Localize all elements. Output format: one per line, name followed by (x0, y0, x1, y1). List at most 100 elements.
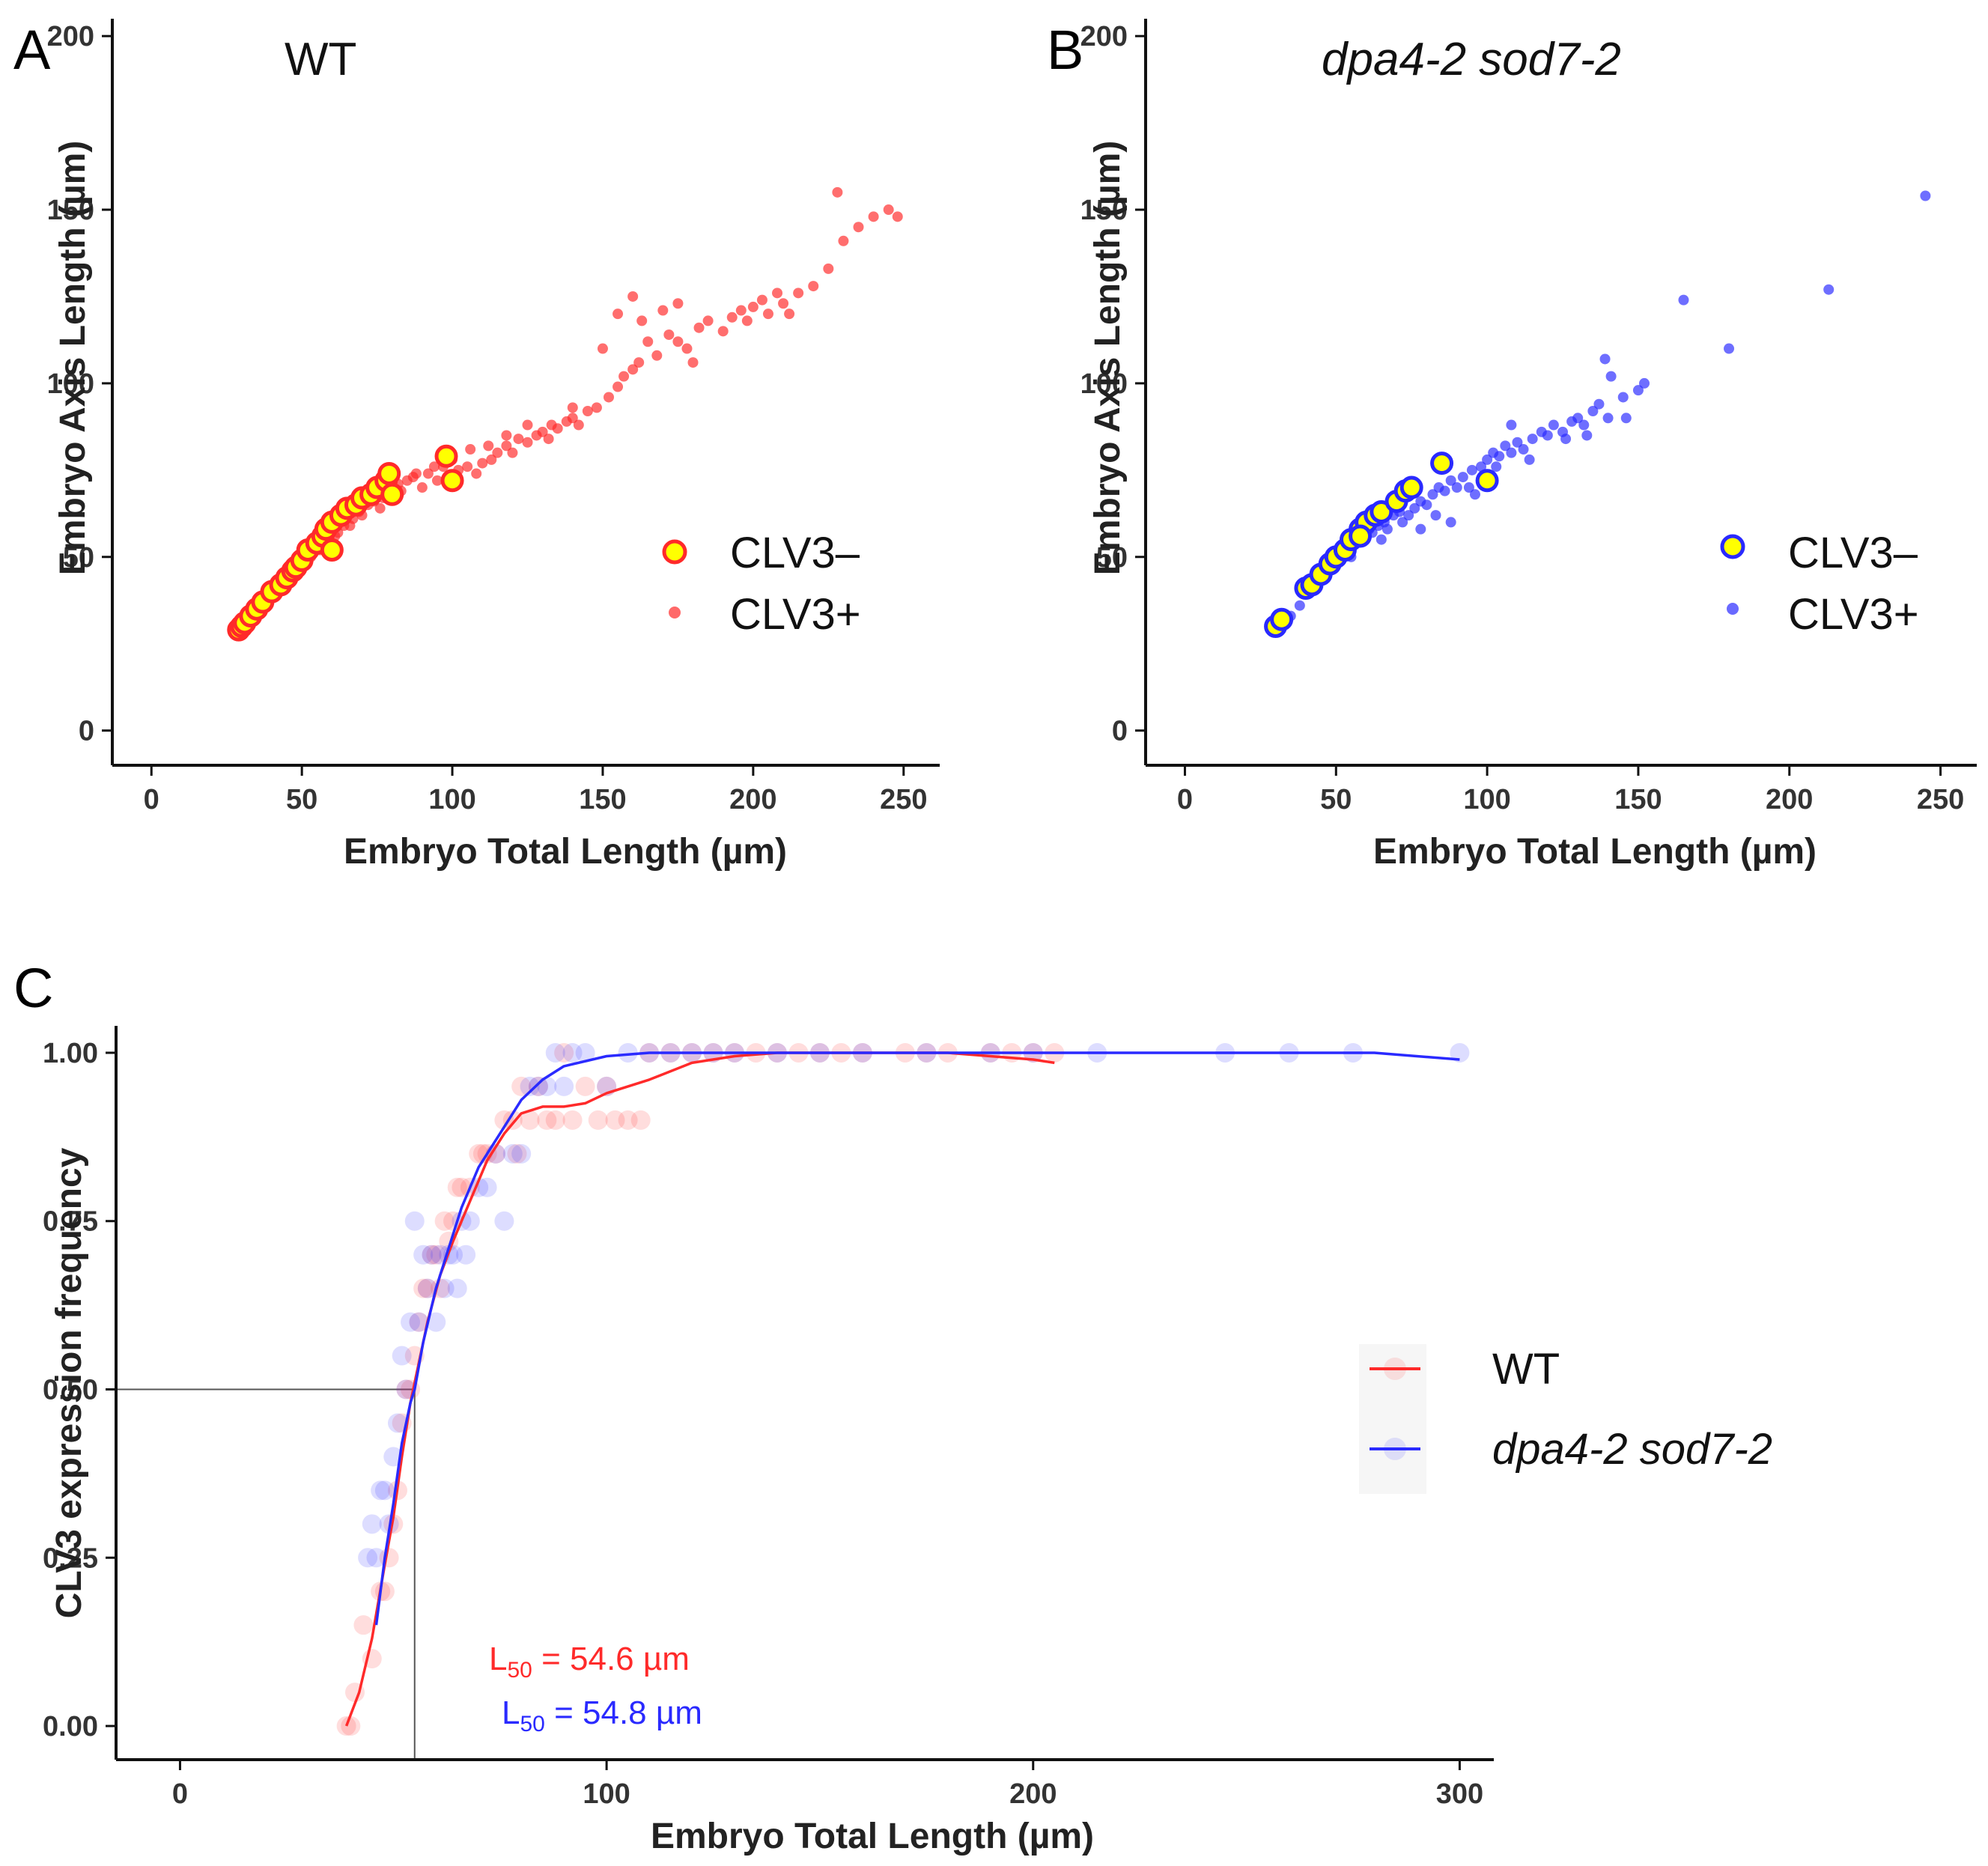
clv3-minus-point (1370, 499, 1393, 523)
clv3-plus-point (465, 444, 476, 455)
legend-wt-label: WT (1492, 1345, 1560, 1394)
mutant-fit-curve (374, 1051, 1460, 1626)
clv3-plus-point (537, 426, 548, 437)
clv3-plus-point (1506, 447, 1517, 458)
clv3-plus-point (1415, 523, 1426, 535)
wt-frequency-point (554, 1042, 574, 1063)
wt-fit-curve (344, 1051, 1055, 1727)
clv3-minus-point (1475, 469, 1499, 493)
clv3-plus-point (772, 288, 783, 299)
clv3-plus-point (1593, 398, 1605, 410)
panel-c: C 0 100 200 300 0.00 0.25 0.50 0.75 1.00 Embryo … (13, 957, 1772, 1856)
panel-a-x-tick-label: 0 (144, 784, 159, 815)
l50-wt-subscript: 50 (507, 1658, 532, 1683)
mutant-frequency-point (1450, 1042, 1470, 1063)
mutant-frequency-point (511, 1143, 532, 1164)
clv3-plus-point (627, 291, 639, 302)
clv3-plus-point (1920, 190, 1931, 201)
wt-frequency-point (520, 1110, 540, 1130)
panel-c-letter: C (13, 957, 53, 1019)
clv3-plus-point (627, 364, 639, 375)
clv3-plus-point (1430, 510, 1441, 521)
wt-frequency-point (417, 1278, 437, 1298)
clv3-plus-point (735, 305, 747, 316)
clv3-minus-point (380, 482, 404, 506)
clv3-plus-point (778, 298, 789, 309)
clv3-plus-point (591, 402, 602, 413)
clv3-plus-point (1381, 523, 1393, 535)
panel-b-title: dpa4-2 sod7-2 (1322, 34, 1621, 85)
clv3-minus-point (1349, 524, 1373, 548)
clv3-plus-point (1823, 284, 1835, 295)
clv3-plus-point (567, 402, 578, 413)
clv3-plus-point (726, 311, 738, 323)
panel-b-x-tick-label: 100 (1463, 784, 1510, 815)
panel-b-y-tick-label: 200 (1080, 21, 1128, 52)
clv3-plus-point (573, 419, 584, 431)
clv3-plus-point (1294, 600, 1305, 611)
panel-b-y-tick-label: 50 (1096, 542, 1128, 574)
l50-wt-value: = 54.6 µm (532, 1641, 690, 1677)
wt-frequency-point (494, 1110, 514, 1130)
clv3-plus-point (756, 294, 767, 306)
l50-wt-prefix: L (489, 1641, 507, 1677)
clv3-plus-point (642, 336, 654, 347)
clv3-plus-point (492, 447, 503, 458)
wt-frequency-point (630, 1110, 651, 1130)
clv3-plus-point (1524, 454, 1535, 465)
legend-clv3-plus-marker (669, 607, 681, 619)
l50-mutant-prefix: L (502, 1695, 520, 1731)
mutant-frequency-point (554, 1076, 574, 1096)
panel-b-plot-area: 0 50 100 150 200 250 0 50 100 150 200 (1080, 19, 1977, 815)
l50-wt-annotation: L50 = 54.6 µm (489, 1641, 690, 1683)
clv3-plus-point (431, 475, 443, 486)
clv3-plus-point (1494, 451, 1505, 462)
panel-a-x-tick-label: 200 (729, 784, 776, 815)
panel-c-x-tick-label: 300 (1436, 1778, 1483, 1810)
mutant-frequency-point (460, 1211, 480, 1231)
panel-b-y-tick-label: 0 (1112, 716, 1128, 747)
legend-clv3-minus-marker (662, 539, 687, 565)
panel-c-x-tick-label: 200 (1009, 1778, 1057, 1810)
clv3-plus-point (1500, 440, 1511, 452)
clv3-plus-point (1542, 430, 1553, 441)
panel-c-x-axis-title: Embryo Total Length (µm) (651, 1817, 1094, 1856)
panel-b-y-tick-label: 100 (1080, 368, 1128, 400)
clv3-plus-point (784, 309, 795, 320)
mutant-frequency-point (520, 1076, 540, 1096)
mutant-frequency-point (575, 1042, 595, 1063)
legend-mutant-label: dpa4-2 sod7-2 (1492, 1425, 1772, 1474)
clv3-plus-point (618, 371, 630, 382)
panel-b-x-tick-label: 200 (1766, 784, 1813, 815)
wt-frequency-point (341, 1716, 361, 1736)
clv3-plus-point (507, 447, 518, 458)
panel-c-x-tick-label: 100 (583, 1778, 630, 1810)
panel-a-x-tick-label: 100 (428, 784, 475, 815)
mutant-frequency-point (374, 1480, 395, 1501)
legend-clv3-plus-label: CLV3+ (1788, 590, 1919, 639)
mutant-frequency-point (358, 1548, 378, 1568)
panel-a-y-tick-label: 0 (79, 716, 94, 747)
panel-c-y-axis-title: CLV3 expression frequency (49, 1147, 89, 1618)
panel-b: B dpa4-2 sod7-2 0 50 100 150 200 250 0 50 100 150… (1047, 19, 1977, 872)
wt-frequency-point (545, 1110, 565, 1130)
wt-frequency-point (511, 1076, 532, 1096)
panel-b-letter: B (1047, 19, 1083, 81)
clv3-minus-point (440, 469, 464, 493)
clv3-plus-point (1445, 475, 1456, 486)
clv3-plus-point (1512, 437, 1523, 448)
l50-mutant-value: = 54.8 µm (545, 1695, 702, 1731)
clv3-plus-point (1445, 517, 1456, 528)
wt-frequency-point (336, 1716, 356, 1736)
clv3-plus-point (633, 357, 645, 368)
clv3-plus-point (1578, 419, 1590, 431)
legend-clv3-minus-label: CLV3– (730, 529, 860, 577)
panel-b-x-axis-title: Embryo Total Length (µm) (1373, 832, 1817, 872)
clv3-plus-point (604, 392, 614, 403)
clv3-minus-point (377, 461, 401, 485)
clv3-plus-point (1560, 434, 1572, 445)
panel-c-y-tick-label: 0.25 (43, 1543, 98, 1574)
clv3-plus-point (522, 419, 533, 431)
clv3-plus-point (868, 211, 879, 222)
panel-a-letter: A (13, 19, 51, 81)
